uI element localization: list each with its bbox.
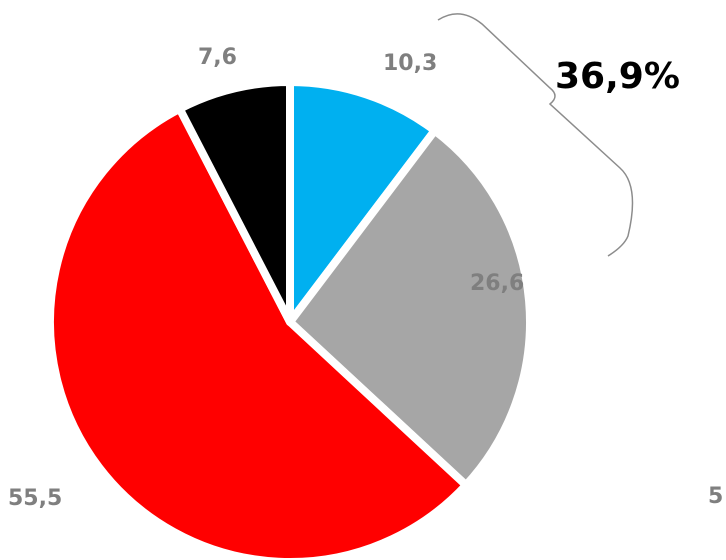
- slice-label-blue: 10,3: [383, 51, 437, 76]
- slice-blue: [286, 78, 439, 326]
- slice-black: [175, 78, 294, 326]
- annotation-bracket: [437, 13, 634, 257]
- slice-label-red: 55,5: [8, 486, 62, 511]
- slice-red: [46, 104, 470, 560]
- slice-gray: [286, 126, 534, 490]
- annotation-label: 36,9%: [555, 56, 680, 97]
- slice-label-black: 7,6: [198, 45, 237, 70]
- cut-off-label: 5: [708, 484, 723, 509]
- pie-slices: [46, 78, 534, 560]
- slice-label-gray: 26,6: [470, 271, 524, 296]
